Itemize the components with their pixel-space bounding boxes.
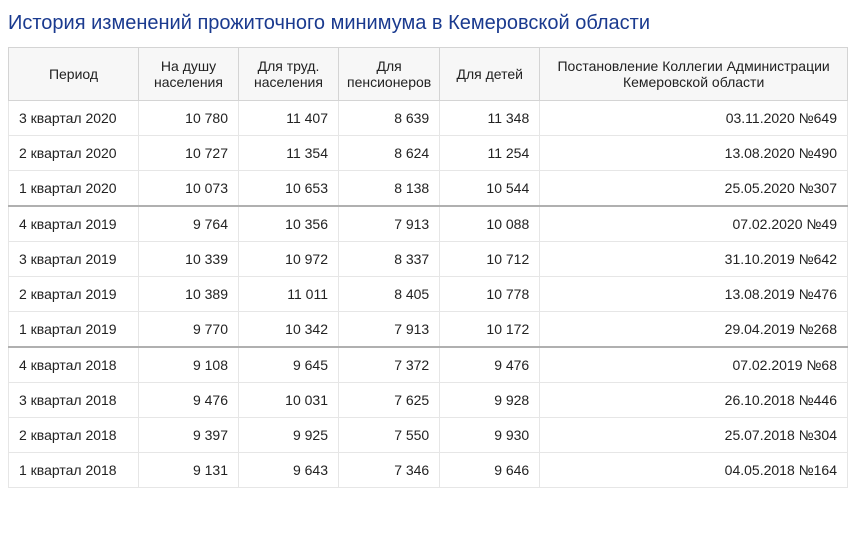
cell-pensioners: 8 337 [339,242,440,277]
cell-period: 1 квартал 2018 [9,453,139,488]
cell-children: 11 348 [440,101,540,136]
cell-workers: 9 925 [239,418,339,453]
cell-per-capita: 9 108 [139,347,239,383]
cell-workers: 9 645 [239,347,339,383]
cell-workers: 10 356 [239,206,339,242]
cell-pensioners: 8 405 [339,277,440,312]
cell-per-capita: 10 780 [139,101,239,136]
table-row: 3 квартал 202010 78011 4078 63911 34803.… [9,101,848,136]
col-header-decree: Постановление Коллегии Администрации Кем… [540,48,848,101]
cell-workers: 10 031 [239,383,339,418]
cell-per-capita: 10 727 [139,136,239,171]
cell-per-capita: 9 764 [139,206,239,242]
page-title: История изменений прожиточного минимума … [8,12,848,35]
cell-period: 3 квартал 2019 [9,242,139,277]
cell-decree: 13.08.2019 №476 [540,277,848,312]
col-header-pensioners: Для пенсионеров [339,48,440,101]
cell-children: 10 778 [440,277,540,312]
table-row: 4 квартал 20189 1089 6457 3729 47607.02.… [9,347,848,383]
cell-decree: 31.10.2019 №642 [540,242,848,277]
table-row: 1 квартал 20199 77010 3427 91310 17229.0… [9,312,848,348]
cell-children: 10 172 [440,312,540,348]
cell-children: 9 646 [440,453,540,488]
cell-children: 9 930 [440,418,540,453]
cell-workers: 11 011 [239,277,339,312]
cell-per-capita: 9 770 [139,312,239,348]
cell-per-capita: 9 397 [139,418,239,453]
table-row: 2 квартал 202010 72711 3548 62411 25413.… [9,136,848,171]
cell-pensioners: 8 639 [339,101,440,136]
cell-per-capita: 10 339 [139,242,239,277]
cell-period: 1 квартал 2019 [9,312,139,348]
cell-per-capita: 9 131 [139,453,239,488]
cell-period: 3 квартал 2018 [9,383,139,418]
cell-workers: 11 407 [239,101,339,136]
cell-period: 1 квартал 2020 [9,171,139,207]
col-header-per-capita: На душу населения [139,48,239,101]
cell-decree: 07.02.2020 №49 [540,206,848,242]
col-header-children: Для детей [440,48,540,101]
table-row: 1 квартал 202010 07310 6538 13810 54425.… [9,171,848,207]
cell-children: 10 544 [440,171,540,207]
table-row: 4 квартал 20199 76410 3567 91310 08807.0… [9,206,848,242]
cell-workers: 10 342 [239,312,339,348]
table-row: 3 квартал 201910 33910 9728 33710 71231.… [9,242,848,277]
cell-decree: 13.08.2020 №490 [540,136,848,171]
cell-decree: 07.02.2019 №68 [540,347,848,383]
cell-pensioners: 7 913 [339,312,440,348]
cell-children: 10 712 [440,242,540,277]
cell-decree: 26.10.2018 №446 [540,383,848,418]
cell-period: 2 квартал 2018 [9,418,139,453]
cell-pensioners: 7 346 [339,453,440,488]
col-header-period: Период [9,48,139,101]
cell-per-capita: 9 476 [139,383,239,418]
cell-period: 4 квартал 2018 [9,347,139,383]
cell-children: 10 088 [440,206,540,242]
cell-decree: 29.04.2019 №268 [540,312,848,348]
cell-decree: 03.11.2020 №649 [540,101,848,136]
table-body: 3 квартал 202010 78011 4078 63911 34803.… [9,101,848,488]
cell-children: 11 254 [440,136,540,171]
cell-pensioners: 7 550 [339,418,440,453]
cell-period: 3 квартал 2020 [9,101,139,136]
table-header-row: Период На душу населения Для труд. насел… [9,48,848,101]
history-table: Период На душу населения Для труд. насел… [8,47,848,488]
table-row: 2 квартал 201910 38911 0118 40510 77813.… [9,277,848,312]
cell-decree: 04.05.2018 №164 [540,453,848,488]
cell-pensioners: 7 913 [339,206,440,242]
cell-period: 2 квартал 2019 [9,277,139,312]
cell-per-capita: 10 389 [139,277,239,312]
table-row: 3 квартал 20189 47610 0317 6259 92826.10… [9,383,848,418]
col-header-workers: Для труд. населения [239,48,339,101]
table-row: 2 квартал 20189 3979 9257 5509 93025.07.… [9,418,848,453]
table-row: 1 квартал 20189 1319 6437 3469 64604.05.… [9,453,848,488]
cell-children: 9 928 [440,383,540,418]
cell-pensioners: 8 138 [339,171,440,207]
cell-per-capita: 10 073 [139,171,239,207]
cell-decree: 25.05.2020 №307 [540,171,848,207]
cell-pensioners: 8 624 [339,136,440,171]
cell-workers: 10 972 [239,242,339,277]
cell-workers: 11 354 [239,136,339,171]
cell-pensioners: 7 625 [339,383,440,418]
cell-period: 4 квартал 2019 [9,206,139,242]
cell-children: 9 476 [440,347,540,383]
cell-workers: 10 653 [239,171,339,207]
cell-period: 2 квартал 2020 [9,136,139,171]
cell-decree: 25.07.2018 №304 [540,418,848,453]
cell-workers: 9 643 [239,453,339,488]
cell-pensioners: 7 372 [339,347,440,383]
